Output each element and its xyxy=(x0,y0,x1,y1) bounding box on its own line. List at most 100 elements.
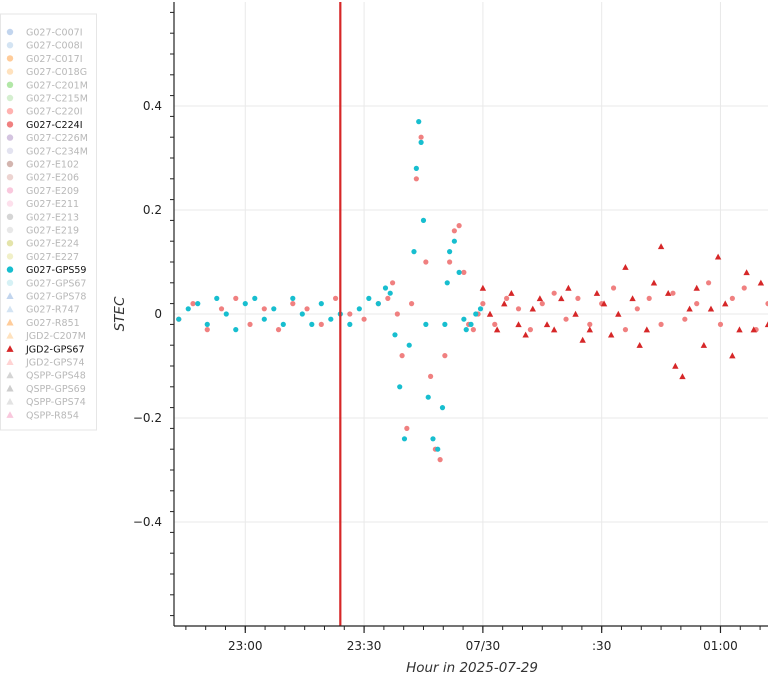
legend-marker-circle xyxy=(6,42,14,49)
legend-label: G027-R747 xyxy=(26,305,80,316)
y-tick-label: 0.4 xyxy=(143,99,162,113)
data-point xyxy=(204,327,210,333)
data-point xyxy=(280,321,286,327)
data-point-triangle xyxy=(672,362,679,369)
data-point-triangle xyxy=(522,331,529,338)
data-point xyxy=(309,321,315,327)
data-point xyxy=(176,316,182,322)
legend-marker-triangle xyxy=(6,411,14,418)
y-tick-label: −0.4 xyxy=(133,515,162,529)
legend-label: G027-C220I xyxy=(26,107,83,118)
data-point xyxy=(470,327,476,333)
data-point xyxy=(563,316,569,322)
data-point xyxy=(299,311,305,317)
data-point xyxy=(413,165,419,171)
data-point-triangle xyxy=(650,279,658,286)
data-point xyxy=(634,306,640,312)
data-point xyxy=(418,134,424,140)
legend-label: G027-E211 xyxy=(26,199,79,210)
y-tick-label: 0.2 xyxy=(143,203,162,217)
data-point-triangle xyxy=(686,305,693,312)
data-point xyxy=(447,259,453,265)
legend-marker-circle xyxy=(6,174,14,181)
data-point xyxy=(399,353,405,359)
legend-marker-circle xyxy=(6,134,14,141)
legend-label: G027-E219 xyxy=(26,226,79,237)
legend-label: G027-C007I xyxy=(26,28,83,39)
data-point xyxy=(442,353,448,359)
data-point xyxy=(409,301,415,307)
data-point xyxy=(418,139,424,145)
data-point-triangle xyxy=(750,326,757,333)
data-point xyxy=(218,306,225,312)
data-point xyxy=(694,301,700,307)
data-point xyxy=(392,332,398,338)
data-point-triangle xyxy=(736,326,743,333)
legend-marker-circle xyxy=(6,81,14,89)
legend-label: JGD2-C207M xyxy=(25,331,86,342)
data-point-triangle xyxy=(657,243,665,250)
data-point-triangle xyxy=(665,290,672,296)
data-point xyxy=(717,321,724,327)
data-point xyxy=(527,327,534,333)
data-point xyxy=(610,285,617,291)
data-point xyxy=(729,295,735,301)
legend-label: G027-GPS59 xyxy=(26,265,86,276)
legend-label: G027-C215M xyxy=(26,94,88,105)
data-point xyxy=(741,285,747,291)
data-point xyxy=(375,301,381,307)
legend-label: G027-E102 xyxy=(26,160,79,171)
legend-marker-triangle xyxy=(6,292,14,300)
legend-marker-circle xyxy=(6,240,14,247)
data-point xyxy=(435,446,441,452)
legend-marker-triangle xyxy=(6,371,14,379)
legend-label: G027-E227 xyxy=(26,252,79,263)
data-point xyxy=(456,223,462,229)
data-point xyxy=(420,217,427,223)
legend-marker-circle xyxy=(6,55,14,62)
data-point xyxy=(290,295,296,301)
data-point xyxy=(233,295,239,301)
legend-marker-circle xyxy=(6,213,14,220)
data-point xyxy=(394,311,400,317)
data-point-triangle xyxy=(722,300,729,307)
data-point xyxy=(425,394,431,400)
data-point xyxy=(318,321,324,327)
legend-marker-circle xyxy=(6,68,14,75)
data-point-triangle xyxy=(743,269,750,276)
data-point-triangle xyxy=(579,336,586,343)
series-jgd2-gps67 xyxy=(479,243,768,380)
data-point xyxy=(451,228,457,234)
chart-axes: 0.4 0.2 0 −0.2 −0.4 23:00 23:30 07/30:30 01:00 xyxy=(133,2,768,653)
data-point xyxy=(347,311,353,317)
data-point xyxy=(204,321,210,327)
data-point xyxy=(401,436,408,442)
legend-label: G027-C018G xyxy=(26,67,87,78)
data-point xyxy=(366,295,372,301)
data-point xyxy=(328,316,334,322)
data-point-triangle xyxy=(643,326,651,333)
data-point-triangle xyxy=(693,284,700,291)
data-point xyxy=(473,311,479,317)
legend-marker-circle xyxy=(6,94,14,102)
data-point xyxy=(389,280,396,286)
data-point xyxy=(195,301,201,307)
data-point xyxy=(439,405,446,411)
data-point xyxy=(463,327,469,333)
data-point xyxy=(361,316,367,322)
data-point xyxy=(385,295,391,301)
data-point xyxy=(658,321,664,327)
legend-marker-triangle xyxy=(6,358,14,366)
legend-label: QSPP-GPS69 xyxy=(26,384,86,395)
data-point-triangle xyxy=(607,331,615,338)
data-point xyxy=(397,384,403,390)
legend-marker-circle xyxy=(6,108,14,115)
data-point xyxy=(706,280,712,286)
data-point-triangle xyxy=(515,321,522,328)
legend-label: G027-GPS78 xyxy=(26,292,86,303)
data-point-triangle xyxy=(600,300,608,307)
legend-label: G027-E209 xyxy=(26,186,79,197)
legend-label: G027-C234M xyxy=(26,146,88,157)
data-point-triangle xyxy=(508,290,515,296)
legend-marker-triangle xyxy=(6,332,14,339)
